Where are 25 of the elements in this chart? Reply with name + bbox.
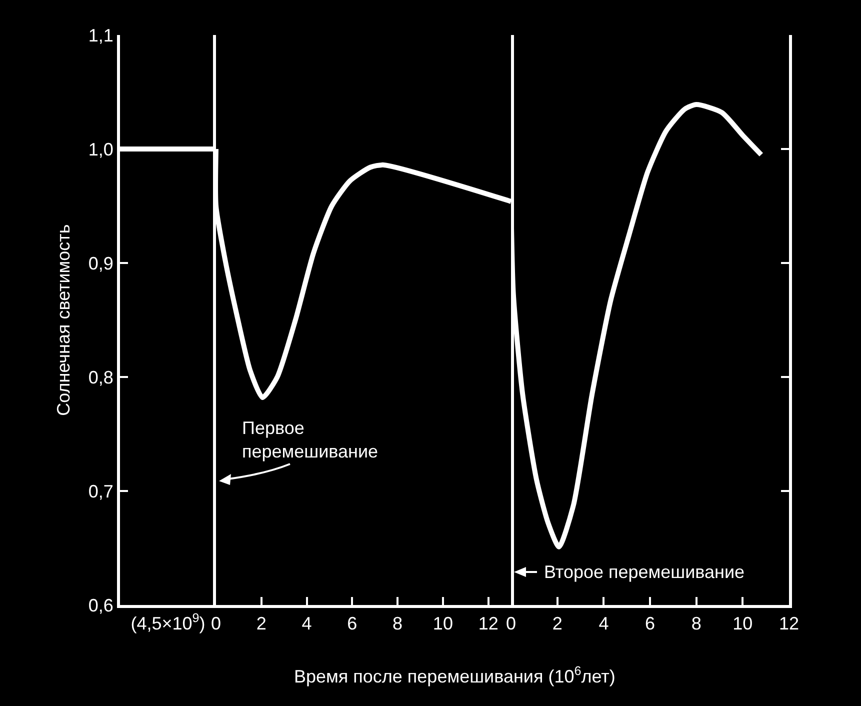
x-axis-title: Время после перемешивания (10$^{6}$лет) <box>294 664 616 687</box>
x-tick-label: 4 <box>302 614 312 634</box>
y-tick-label: 1,1 <box>88 25 114 46</box>
x-tick-label: 2 <box>256 614 266 634</box>
x-tick-label: 0 <box>506 614 516 634</box>
x-tick-label: 2 <box>552 614 562 634</box>
x-tick-label: 8 <box>392 614 403 634</box>
annotation: Первое перемешивание <box>242 418 378 462</box>
y-tick-label: 0,8 <box>88 367 114 388</box>
x-tick-label: 12 <box>778 614 800 634</box>
x-tick-label: (4,5×10$^{9}$) <box>130 611 206 634</box>
x-tick-label: 12 <box>478 614 498 634</box>
x-tick-label: 10 <box>432 614 453 634</box>
annotation: Второе перемешивание <box>544 562 745 582</box>
x-tick-label: 6 <box>347 614 358 634</box>
x-tick-label: 0 <box>210 614 222 634</box>
x-tick-label: 8 <box>691 614 702 634</box>
x-tick-label: 6 <box>645 614 656 634</box>
y-tick-label: 1,0 <box>88 139 114 160</box>
x-tick-label: 10 <box>732 614 753 634</box>
y-axis-title: Солнечная светимость <box>54 224 74 416</box>
y-tick-label: 0,7 <box>88 481 114 502</box>
x-tick-label: 4 <box>598 614 609 634</box>
y-tick-label: 0,9 <box>88 253 114 274</box>
y-tick-label: 0,6 <box>88 595 114 616</box>
